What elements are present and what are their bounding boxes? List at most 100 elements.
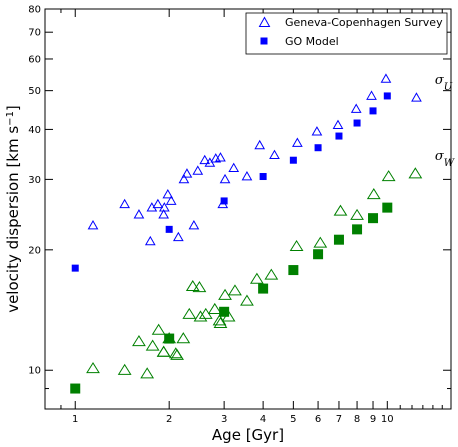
axis-ticks: 1 2 3 4 5 6 7 8 9 10 10 20 30 40 50 60 70 80 — [28, 5, 452, 425]
data-point-triangle — [199, 154, 211, 165]
data-point-triangle — [381, 170, 396, 182]
data-point-square — [220, 197, 228, 205]
data-point-square — [258, 283, 269, 294]
legend-marker-go — [260, 37, 268, 45]
data-point-triangle — [117, 363, 132, 375]
data-point-triangle — [213, 316, 228, 328]
x-tick-label: 9 — [370, 414, 376, 425]
legend-label-gcs: Geneva-Copenhagen Survey — [285, 16, 443, 29]
data-point-triangle — [218, 288, 232, 300]
data-point-triangle — [156, 345, 171, 357]
x-tick-label: 7 — [336, 414, 342, 425]
data-point-triangle — [313, 236, 328, 248]
x-tick-label: 2 — [166, 414, 172, 425]
data-point-triangle — [264, 268, 279, 280]
data-point-triangle — [408, 167, 423, 179]
data-point-triangle — [185, 279, 200, 292]
data-point-square — [70, 383, 81, 394]
x-tick-label: 4 — [260, 414, 266, 425]
y-tick-label: 70 — [28, 28, 41, 39]
legend-marker-gcs — [258, 16, 271, 27]
y-tick-label: 60 — [28, 54, 41, 65]
y-tick-label: 40 — [28, 125, 41, 136]
data-point-triangle — [249, 272, 264, 284]
data-point-triangle — [292, 137, 303, 147]
data-point-triangle — [132, 335, 146, 347]
data-point-triangle — [350, 103, 362, 113]
data-point-triangle — [311, 126, 323, 136]
y-axis-label-main: velocity dispersion [km s — [4, 126, 22, 313]
x-tick-label: 8 — [354, 414, 360, 425]
data-point-triangle — [162, 188, 174, 199]
data-point-square — [164, 333, 175, 344]
data-point-triangle — [86, 362, 100, 374]
x-tick-label: 3 — [221, 414, 227, 425]
data-point-square — [313, 249, 324, 260]
data-point-triangle — [119, 198, 131, 209]
data-point-triangle — [350, 208, 364, 220]
data-point-triangle — [411, 92, 422, 102]
data-point-triangle — [366, 188, 381, 200]
data-point-triangle — [366, 90, 377, 100]
annotation-sigma: σW — [435, 149, 455, 169]
annotation-base: σ — [435, 73, 445, 88]
annotation-base: σ — [435, 149, 445, 164]
data-point-triangle — [152, 198, 164, 209]
data-point-square — [383, 92, 391, 100]
x-tick-label: 10 — [381, 414, 394, 425]
data-point-triangle — [151, 323, 166, 335]
data-point-square — [259, 173, 267, 181]
data-point-square — [288, 265, 299, 276]
data-point-triangle — [207, 302, 222, 314]
data-point-triangle — [140, 367, 155, 379]
data-point-square — [368, 213, 379, 224]
data-point-triangle — [219, 173, 231, 184]
plot-frame — [44, 8, 452, 410]
data-point-triangle — [333, 204, 348, 216]
data-point-square — [314, 144, 322, 152]
legend-box — [245, 12, 448, 55]
data-point-square — [353, 119, 361, 127]
annotation-subscript: U — [444, 81, 453, 92]
data-point-triangle — [192, 281, 207, 293]
y-axis-label: velocity dispersion [km s−1] — [4, 105, 22, 313]
data-point-square — [352, 224, 363, 235]
data-point-triangle — [269, 149, 280, 159]
data-point-triangle — [145, 339, 160, 351]
x-tick-label: 5 — [290, 414, 296, 425]
data-point-triangle — [332, 119, 344, 129]
data-point-square — [335, 132, 343, 140]
data-point-triangle — [181, 168, 193, 178]
data-point-triangle — [241, 171, 253, 181]
y-tick-label: 80 — [28, 5, 41, 16]
legend: Geneva-Copenhagen Survey GO Model — [245, 12, 448, 55]
annotation-sigma: σU — [435, 73, 453, 93]
data-point-triangle — [289, 239, 304, 252]
data-point-triangle — [193, 310, 208, 322]
data-point-triangle — [176, 332, 191, 344]
x-axis-label: Age [Gyr] — [212, 426, 284, 444]
data-point-triangle — [165, 195, 177, 205]
data-point-triangle — [182, 307, 197, 319]
data-marks — [70, 73, 423, 394]
data-point-triangle — [178, 173, 190, 184]
data-point-square — [165, 225, 173, 233]
data-point-triangle — [212, 314, 227, 326]
data-point-triangle — [192, 165, 204, 175]
data-point-square — [369, 107, 377, 115]
data-point-triangle — [133, 209, 145, 219]
data-point-square — [333, 234, 344, 245]
y-tick-label: 20 — [28, 245, 41, 256]
data-point-triangle — [168, 347, 183, 359]
data-point-square — [382, 202, 393, 213]
data-point-triangle — [380, 73, 392, 83]
data-point-square — [219, 306, 230, 317]
data-point-triangle — [144, 235, 156, 246]
data-point-triangle — [228, 284, 242, 296]
x-tick-label: 6 — [315, 414, 321, 425]
data-point-triangle — [158, 209, 170, 219]
data-point-triangle — [254, 139, 266, 150]
x-tick-label: 1 — [72, 414, 78, 425]
y-axis-label-sup: −1 — [5, 111, 16, 126]
